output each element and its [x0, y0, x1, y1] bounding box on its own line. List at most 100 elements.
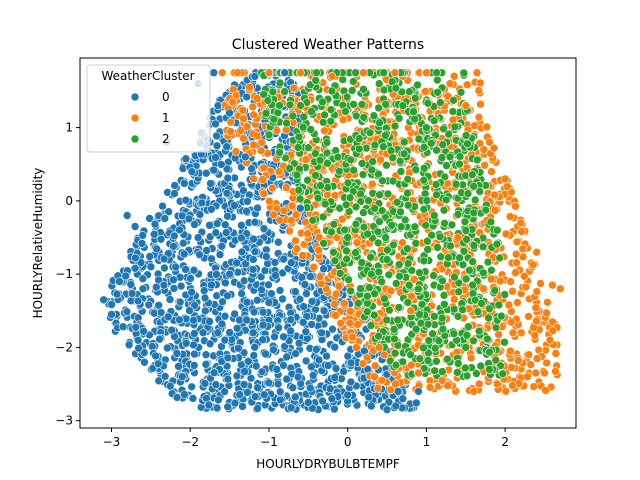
- cluster-1-point: [532, 247, 541, 257]
- cluster-2-point: [450, 272, 459, 282]
- cluster-0-point: [322, 351, 331, 361]
- cluster-0-point: [144, 300, 154, 310]
- cluster-0-point: [212, 219, 222, 228]
- cluster-0-point: [414, 387, 423, 396]
- cluster-1-point: [377, 375, 387, 385]
- cluster-1-point: [267, 183, 277, 193]
- cluster-2-point: [394, 114, 404, 123]
- cluster-0-point: [195, 250, 204, 259]
- cluster-0-point: [215, 250, 225, 259]
- cluster-1-point: [500, 174, 510, 184]
- cluster-0-point: [211, 119, 220, 129]
- cluster-1-point: [226, 117, 235, 127]
- cluster-2-point: [403, 188, 412, 198]
- cluster-0-point: [134, 343, 143, 353]
- cluster-0-point: [181, 338, 191, 348]
- cluster-2-point: [460, 217, 470, 227]
- cluster-1-point: [345, 318, 355, 328]
- cluster-2-point: [349, 100, 358, 109]
- cluster-0-point: [263, 259, 272, 268]
- cluster-2-point: [467, 170, 477, 179]
- cluster-0-point: [250, 217, 260, 227]
- cluster-0-point: [299, 302, 308, 311]
- cluster-0-point: [222, 164, 232, 174]
- cluster-1-point: [258, 175, 267, 184]
- y-axis: −3 −2 −1 0 1: [55, 121, 80, 428]
- cluster-0-point: [163, 188, 172, 197]
- cluster-2-point: [411, 324, 421, 334]
- cluster-2-point: [500, 337, 509, 347]
- cluster-2-point: [377, 277, 387, 287]
- cluster-0-point: [225, 269, 234, 279]
- cluster-2-point: [379, 85, 389, 95]
- cluster-0-point: [286, 326, 295, 336]
- cluster-1-point: [316, 279, 326, 289]
- cluster-2-point: [311, 76, 321, 85]
- cluster-1-point: [373, 383, 383, 393]
- cluster-2-point: [428, 329, 437, 339]
- cluster-0-point: [158, 201, 167, 211]
- cluster-1-point: [231, 147, 241, 156]
- cluster-2-point: [316, 181, 325, 190]
- cluster-1-point: [551, 349, 561, 358]
- cluster-0-point: [207, 205, 216, 214]
- cluster-0-point: [244, 356, 253, 366]
- cluster-2-point: [394, 303, 404, 312]
- cluster-0-point: [175, 297, 185, 307]
- cluster-0-point: [189, 265, 199, 275]
- cluster-1-point: [425, 382, 435, 392]
- cluster-0-point: [220, 335, 230, 345]
- cluster-2-point: [456, 88, 466, 97]
- cluster-1-point: [301, 155, 311, 164]
- cluster-2-point: [374, 331, 383, 341]
- cluster-2-point: [378, 176, 387, 185]
- cluster-2-point: [394, 260, 404, 269]
- cluster-2-point: [403, 174, 413, 184]
- cluster-2-point: [423, 98, 433, 108]
- legend-label-0: 0: [162, 90, 170, 104]
- cluster-2-point: [384, 270, 394, 280]
- cluster-0-point: [275, 387, 285, 397]
- cluster-0-point: [223, 353, 233, 363]
- cluster-2-point: [392, 198, 402, 207]
- cluster-0-point: [170, 189, 179, 198]
- cluster-1-point: [474, 86, 484, 95]
- cluster-2-point: [415, 354, 425, 364]
- cluster-0-point: [319, 264, 328, 274]
- cluster-2-point: [315, 155, 325, 165]
- cluster-1-point: [331, 289, 341, 299]
- cluster-0-point: [288, 383, 298, 393]
- cluster-0-point: [151, 351, 160, 361]
- cluster-0-point: [286, 315, 296, 324]
- cluster-0-point: [364, 392, 374, 402]
- cluster-1-point: [521, 282, 531, 292]
- legend-box: [86, 64, 211, 153]
- cluster-2-point: [375, 217, 384, 226]
- cluster-0-point: [237, 247, 247, 257]
- cluster-0-point: [318, 396, 328, 406]
- cluster-0-point: [199, 286, 209, 295]
- cluster-2-point: [430, 343, 440, 353]
- cluster-0-point: [107, 300, 116, 309]
- cluster-0-point: [163, 343, 172, 353]
- cluster-0-point: [251, 361, 261, 371]
- cluster-2-point: [434, 336, 444, 346]
- cluster-0-point: [300, 280, 310, 289]
- cluster-1-point: [298, 251, 307, 260]
- cluster-2-point: [492, 239, 502, 249]
- cluster-0-point: [198, 328, 208, 338]
- cluster-1-point: [249, 110, 258, 120]
- cluster-2-point: [460, 363, 470, 373]
- cluster-2-point: [293, 143, 303, 152]
- cluster-2-point: [367, 165, 377, 175]
- cluster-2-point: [439, 124, 448, 134]
- cluster-1-point: [285, 226, 294, 236]
- cluster-2-point: [436, 98, 445, 107]
- cluster-1-point: [512, 237, 522, 247]
- cluster-2-point: [346, 155, 356, 165]
- cluster-2-point: [438, 276, 447, 286]
- cluster-1-point: [252, 131, 262, 141]
- cluster-2-point: [351, 111, 361, 121]
- cluster-2-point: [439, 290, 449, 300]
- cluster-2-point: [419, 142, 429, 152]
